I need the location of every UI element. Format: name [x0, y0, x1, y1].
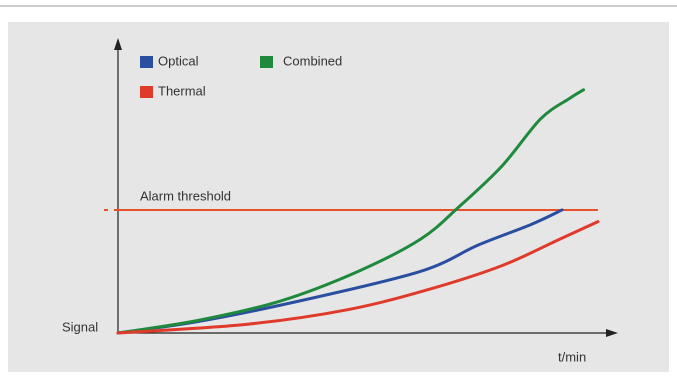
legend-label: Thermal [158, 83, 206, 98]
y-axis-arrow [114, 38, 122, 50]
x-axis-arrow [606, 329, 618, 337]
y-axis-label: Signal [62, 319, 98, 334]
legend-label: Optical [158, 53, 199, 68]
legend-swatch [260, 56, 273, 68]
x-axis-label: t/min [558, 349, 586, 364]
series-line [116, 88, 586, 335]
panel [8, 22, 669, 372]
threshold-label: Alarm threshold [140, 188, 231, 203]
series-line [116, 220, 600, 335]
legend-swatch [140, 56, 153, 68]
legend-label: Combined [283, 53, 342, 68]
legend-swatch [140, 86, 153, 98]
